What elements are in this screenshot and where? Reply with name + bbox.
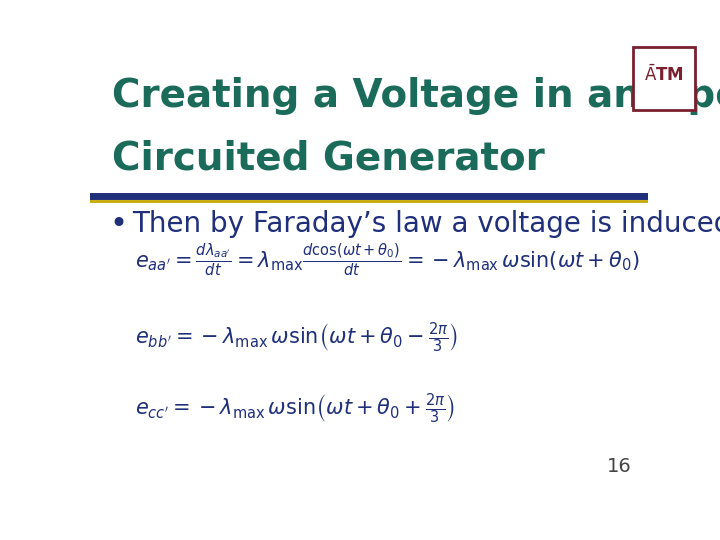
Text: Circuited Generator: Circuited Generator [112, 140, 545, 178]
Text: $e_{bb'} = -\lambda_{\rm max}\,\omega\sin\!\left(\omega t+\theta_0 - \frac{2\pi}: $e_{bb'} = -\lambda_{\rm max}\,\omega\si… [135, 321, 458, 355]
Text: $e_{cc'} = -\lambda_{\rm max}\,\omega\sin\!\left(\omega t+\theta_0 + \frac{2\pi}: $e_{cc'} = -\lambda_{\rm max}\,\omega\si… [135, 391, 455, 426]
Text: 16: 16 [606, 457, 631, 476]
Text: $\mathsf{\bar{A}}$TM: $\mathsf{\bar{A}}$TM [644, 65, 684, 85]
Text: Then by Faraday’s law a voltage is induced: Then by Faraday’s law a voltage is induc… [132, 210, 720, 238]
Text: •: • [109, 210, 127, 239]
Text: $e_{aa'} = \frac{d\lambda_{aa'}}{dt} = \lambda_{\rm max}\frac{d\cos\!\left(\omeg: $e_{aa'} = \frac{d\lambda_{aa'}}{dt} = \… [135, 241, 639, 279]
Text: Creating a Voltage in an Open-: Creating a Voltage in an Open- [112, 77, 720, 115]
